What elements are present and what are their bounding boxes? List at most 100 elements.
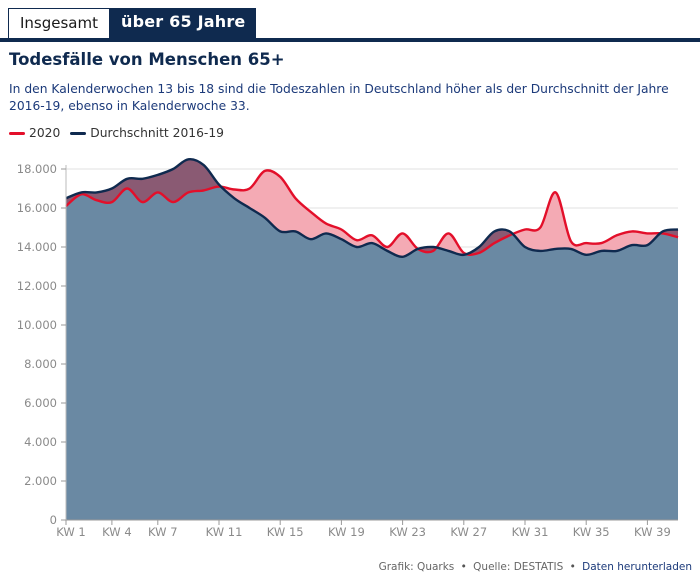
data-point-durchschnitt[interactable] xyxy=(383,247,391,255)
x-tick-label: KW 7 xyxy=(148,525,177,539)
data-point-durchschnitt[interactable] xyxy=(200,161,208,169)
data-point-2020[interactable] xyxy=(276,173,284,181)
y-tick-label: 14.000 xyxy=(17,240,57,254)
data-point-2020[interactable] xyxy=(490,239,498,247)
data-point-durchschnitt[interactable] xyxy=(139,175,147,183)
data-point-durchschnitt[interactable] xyxy=(276,227,284,235)
data-point-2020[interactable] xyxy=(552,188,560,196)
data-point-durchschnitt[interactable] xyxy=(552,245,560,253)
data-point-durchschnitt[interactable] xyxy=(506,227,514,235)
data-point-durchschnitt[interactable] xyxy=(414,245,422,253)
data-point-2020[interactable] xyxy=(139,198,147,206)
x-tick-label: KW 11 xyxy=(206,525,243,539)
y-tick-label: 4.000 xyxy=(24,435,57,449)
x-tick-label: KW 19 xyxy=(328,525,365,539)
data-point-2020[interactable] xyxy=(169,198,177,206)
x-tick-label: KW 4 xyxy=(102,525,131,539)
data-point-durchschnitt[interactable] xyxy=(460,251,468,259)
data-point-durchschnitt[interactable] xyxy=(521,243,529,251)
footer-separator: • xyxy=(569,561,576,573)
footer-separator: • xyxy=(460,561,467,573)
data-point-2020[interactable] xyxy=(521,225,529,233)
data-point-2020[interactable] xyxy=(353,236,361,244)
data-point-2020[interactable] xyxy=(307,208,315,216)
data-point-2020[interactable] xyxy=(261,167,269,175)
data-point-2020[interactable] xyxy=(337,225,345,233)
data-point-2020[interactable] xyxy=(598,239,606,247)
data-point-2020[interactable] xyxy=(643,229,651,237)
data-point-durchschnitt[interactable] xyxy=(445,247,453,255)
data-point-2020[interactable] xyxy=(582,239,590,247)
data-point-2020[interactable] xyxy=(628,227,636,235)
data-point-2020[interactable] xyxy=(154,188,162,196)
data-point-durchschnitt[interactable] xyxy=(659,227,667,235)
data-point-2020[interactable] xyxy=(200,186,208,194)
tab-insgesamt[interactable]: Insgesamt xyxy=(8,8,110,38)
data-point-2020[interactable] xyxy=(399,229,407,237)
data-point-durchschnitt[interactable] xyxy=(169,165,177,173)
data-point-2020[interactable] xyxy=(292,194,300,202)
data-point-durchschnitt[interactable] xyxy=(261,214,269,222)
data-point-durchschnitt[interactable] xyxy=(475,243,483,251)
data-point-durchschnitt[interactable] xyxy=(230,194,238,202)
data-point-durchschnitt[interactable] xyxy=(108,185,116,193)
y-tick-label: 12.000 xyxy=(17,279,57,293)
data-point-durchschnitt[interactable] xyxy=(628,241,636,249)
data-point-2020[interactable] xyxy=(613,231,621,239)
data-point-durchschnitt[interactable] xyxy=(215,181,223,189)
area-chart: 0 2.000 4.000 6.000 8.000 10.000 12.000 14.000 1… xyxy=(17,155,682,539)
data-point-durchschnitt[interactable] xyxy=(322,229,330,237)
footer-graphic-credit: Grafik: Quarks xyxy=(378,561,455,573)
data-point-durchschnitt[interactable] xyxy=(246,204,254,212)
data-point-2020[interactable] xyxy=(445,229,453,237)
data-point-durchschnitt[interactable] xyxy=(674,225,682,233)
data-point-durchschnitt[interactable] xyxy=(582,251,590,259)
legend-item-2020: 2020 xyxy=(9,126,60,140)
legend-label-2020: 2020 xyxy=(29,126,61,140)
data-point-durchschnitt[interactable] xyxy=(337,235,345,243)
chart-description: In den Kalenderwochen 13 bis 18 sind die… xyxy=(9,82,669,113)
chart-title: Todesfälle von Menschen 65+ xyxy=(9,50,285,69)
footer-source: Quelle: DESTATIS xyxy=(473,561,564,573)
data-point-2020[interactable] xyxy=(123,185,131,193)
y-tick-label: 8.000 xyxy=(24,357,57,371)
data-point-durchschnitt[interactable] xyxy=(613,247,621,255)
data-point-2020[interactable] xyxy=(368,231,376,239)
data-point-durchschnitt[interactable] xyxy=(123,175,131,183)
legend-swatch-durchschnitt xyxy=(70,131,87,135)
data-point-2020[interactable] xyxy=(536,224,544,232)
data-point-2020[interactable] xyxy=(322,220,330,228)
data-point-durchschnitt[interactable] xyxy=(399,253,407,261)
download-data-link[interactable]: Daten herunterladen xyxy=(582,561,692,573)
y-tick-label: 10.000 xyxy=(17,318,57,332)
data-point-durchschnitt[interactable] xyxy=(368,239,376,247)
data-point-2020[interactable] xyxy=(184,188,192,196)
x-tick-label: KW 15 xyxy=(267,525,304,539)
data-point-durchschnitt[interactable] xyxy=(598,247,606,255)
data-point-durchschnitt[interactable] xyxy=(643,241,651,249)
x-tick-label: KW 35 xyxy=(573,525,610,539)
data-point-durchschnitt[interactable] xyxy=(154,171,162,179)
data-point-durchschnitt[interactable] xyxy=(353,243,361,251)
data-point-2020[interactable] xyxy=(93,196,101,204)
data-point-durchschnitt[interactable] xyxy=(77,188,85,196)
data-point-2020[interactable] xyxy=(246,185,254,193)
data-point-2020[interactable] xyxy=(230,185,238,193)
data-point-durchschnitt[interactable] xyxy=(307,235,315,243)
tab-bar-underline xyxy=(0,38,700,42)
data-point-durchschnitt[interactable] xyxy=(292,227,300,235)
tab-bar: Insgesamt über 65 Jahre xyxy=(8,8,257,38)
legend-item-durchschnitt: Durchschnitt 2016-19 xyxy=(70,126,224,140)
data-point-2020[interactable] xyxy=(674,233,682,241)
data-point-2020[interactable] xyxy=(567,237,575,245)
data-point-durchschnitt[interactable] xyxy=(429,243,437,251)
data-point-2020[interactable] xyxy=(108,198,116,206)
data-point-durchschnitt[interactable] xyxy=(490,227,498,235)
data-point-durchschnitt[interactable] xyxy=(536,247,544,255)
tab-ueber-65-jahre[interactable]: über 65 Jahre xyxy=(110,8,257,38)
data-point-durchschnitt[interactable] xyxy=(93,188,101,196)
series-line-durchschnitt xyxy=(65,157,679,258)
data-point-durchschnitt[interactable] xyxy=(184,155,192,163)
legend-label-durchschnitt: Durchschnitt 2016-19 xyxy=(90,126,225,140)
data-point-durchschnitt[interactable] xyxy=(567,245,575,253)
